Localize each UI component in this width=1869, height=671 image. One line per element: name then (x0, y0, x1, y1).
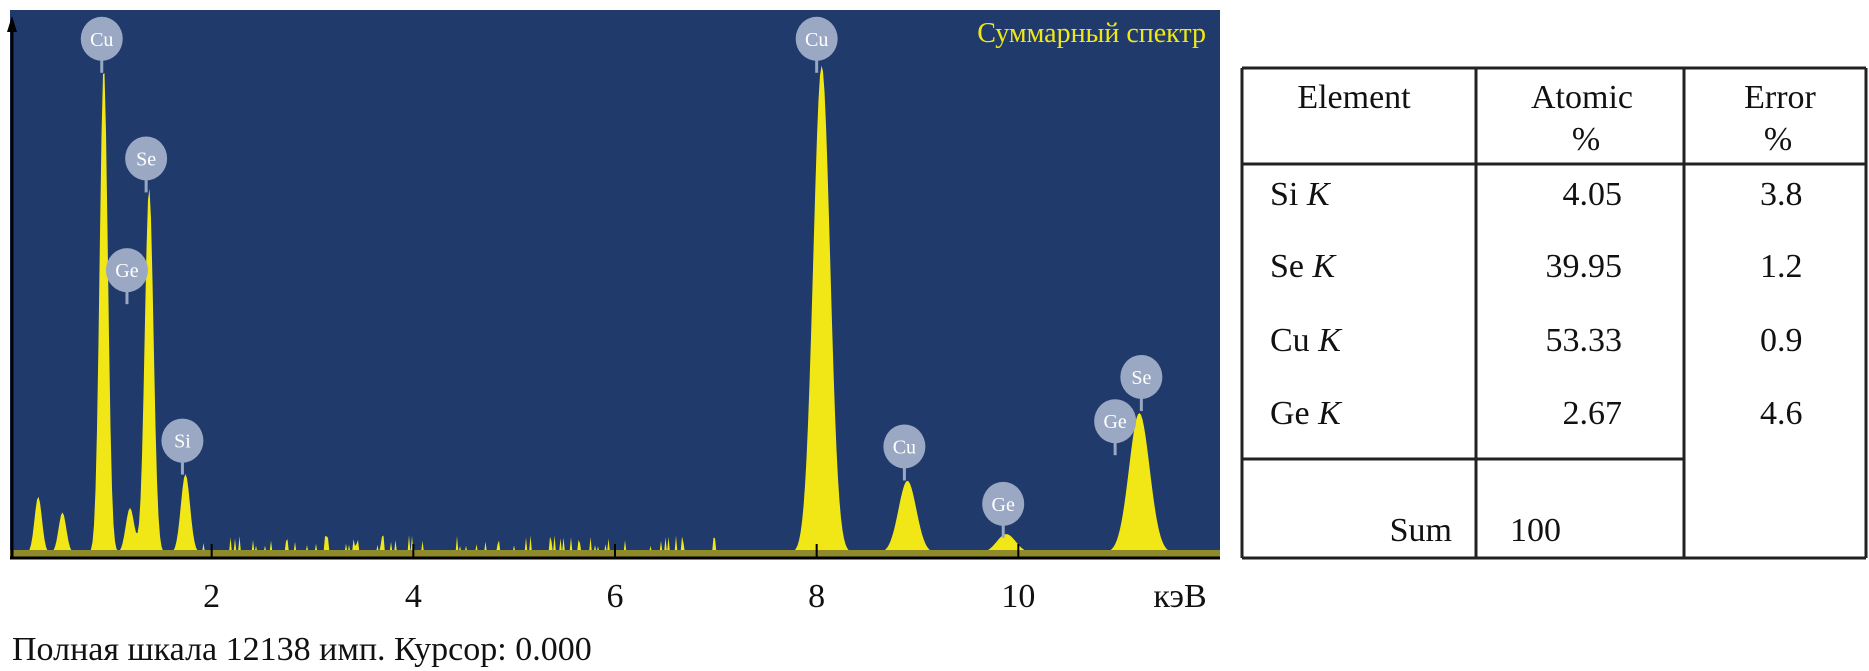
x-tick-label: 4 (405, 578, 422, 615)
element-cell: Ge K (1270, 395, 1343, 432)
sum-label: Sum (1390, 512, 1452, 549)
peak-label-text: Cu (90, 29, 113, 51)
peak-label-ge: Ge (982, 481, 1025, 538)
header-atomic-unit: % (1572, 121, 1600, 158)
peak-label-se: Se (125, 136, 168, 193)
composition-table (1240, 66, 1868, 560)
header-element: Element (1297, 79, 1411, 116)
table-body: Si K 4.05 3.8 Se K 39.95 1.2 Cu K 53.33 0.9 Ge K 2… (1270, 176, 1803, 432)
peak-label-text: Si (174, 431, 191, 453)
peak-label-ge: Ge (1094, 399, 1137, 456)
x-tick-label: 2 (203, 578, 220, 615)
element-cell: Si K (1270, 176, 1332, 213)
peak-label-text: Ge (1103, 411, 1126, 433)
table-header: Element Atomic % Error % (1297, 79, 1816, 158)
caption: Полная шкала 12138 имп. Курсор: 0.000 (12, 631, 592, 668)
table-row: Cu K 53.33 0.9 (1270, 322, 1803, 359)
error-cell: 0.9 (1760, 322, 1803, 359)
y-axis-arrow-icon (7, 16, 17, 32)
peak-label-cu: Cu (883, 424, 926, 481)
peak-label-text: Cu (805, 29, 828, 51)
peak-label-si: Si (161, 418, 204, 475)
peak-label-text: Ge (115, 260, 138, 282)
peak-label-ge: Ge (105, 248, 148, 305)
peak-label-cu: Cu (80, 16, 123, 73)
x-tick-label: 6 (607, 578, 624, 615)
x-axis-label: кэВ (1153, 578, 1206, 615)
atomic-cell: 39.95 (1546, 248, 1623, 285)
error-cell: 4.6 (1760, 395, 1803, 432)
peak-label-se: Se (1120, 354, 1163, 411)
peak-label-text: Se (136, 148, 156, 170)
peak-label-text: Ge (992, 494, 1015, 516)
error-cell: 1.2 (1760, 248, 1803, 285)
peak-label-text: Se (1131, 367, 1151, 389)
x-ticks: 2 4 6 8 10 (203, 544, 1035, 615)
header-error: Error (1744, 79, 1816, 116)
atomic-cell: 53.33 (1546, 322, 1623, 359)
peak-label-text: Cu (893, 436, 916, 458)
error-cell: 3.8 (1760, 176, 1803, 213)
header-atomic: Atomic (1531, 79, 1633, 116)
x-tick-label: 8 (808, 578, 825, 615)
x-tick-label: 10 (1001, 578, 1035, 615)
element-cell: Se K (1270, 248, 1338, 285)
table-row: Se K 39.95 1.2 (1270, 248, 1803, 285)
sum-value: 100 (1510, 512, 1561, 549)
header-error-unit: % (1764, 121, 1792, 158)
chart-title: Суммарный спектр (977, 18, 1206, 49)
peak-label-cu: Cu (795, 16, 838, 73)
table-row: Si K 4.05 3.8 (1270, 176, 1803, 213)
element-cell: Cu K (1270, 322, 1343, 359)
plot-background (10, 10, 1220, 558)
atomic-cell: 2.67 (1563, 395, 1623, 432)
atomic-cell: 4.05 (1563, 176, 1623, 213)
table-row: Ge K 2.67 4.6 (1270, 395, 1803, 432)
